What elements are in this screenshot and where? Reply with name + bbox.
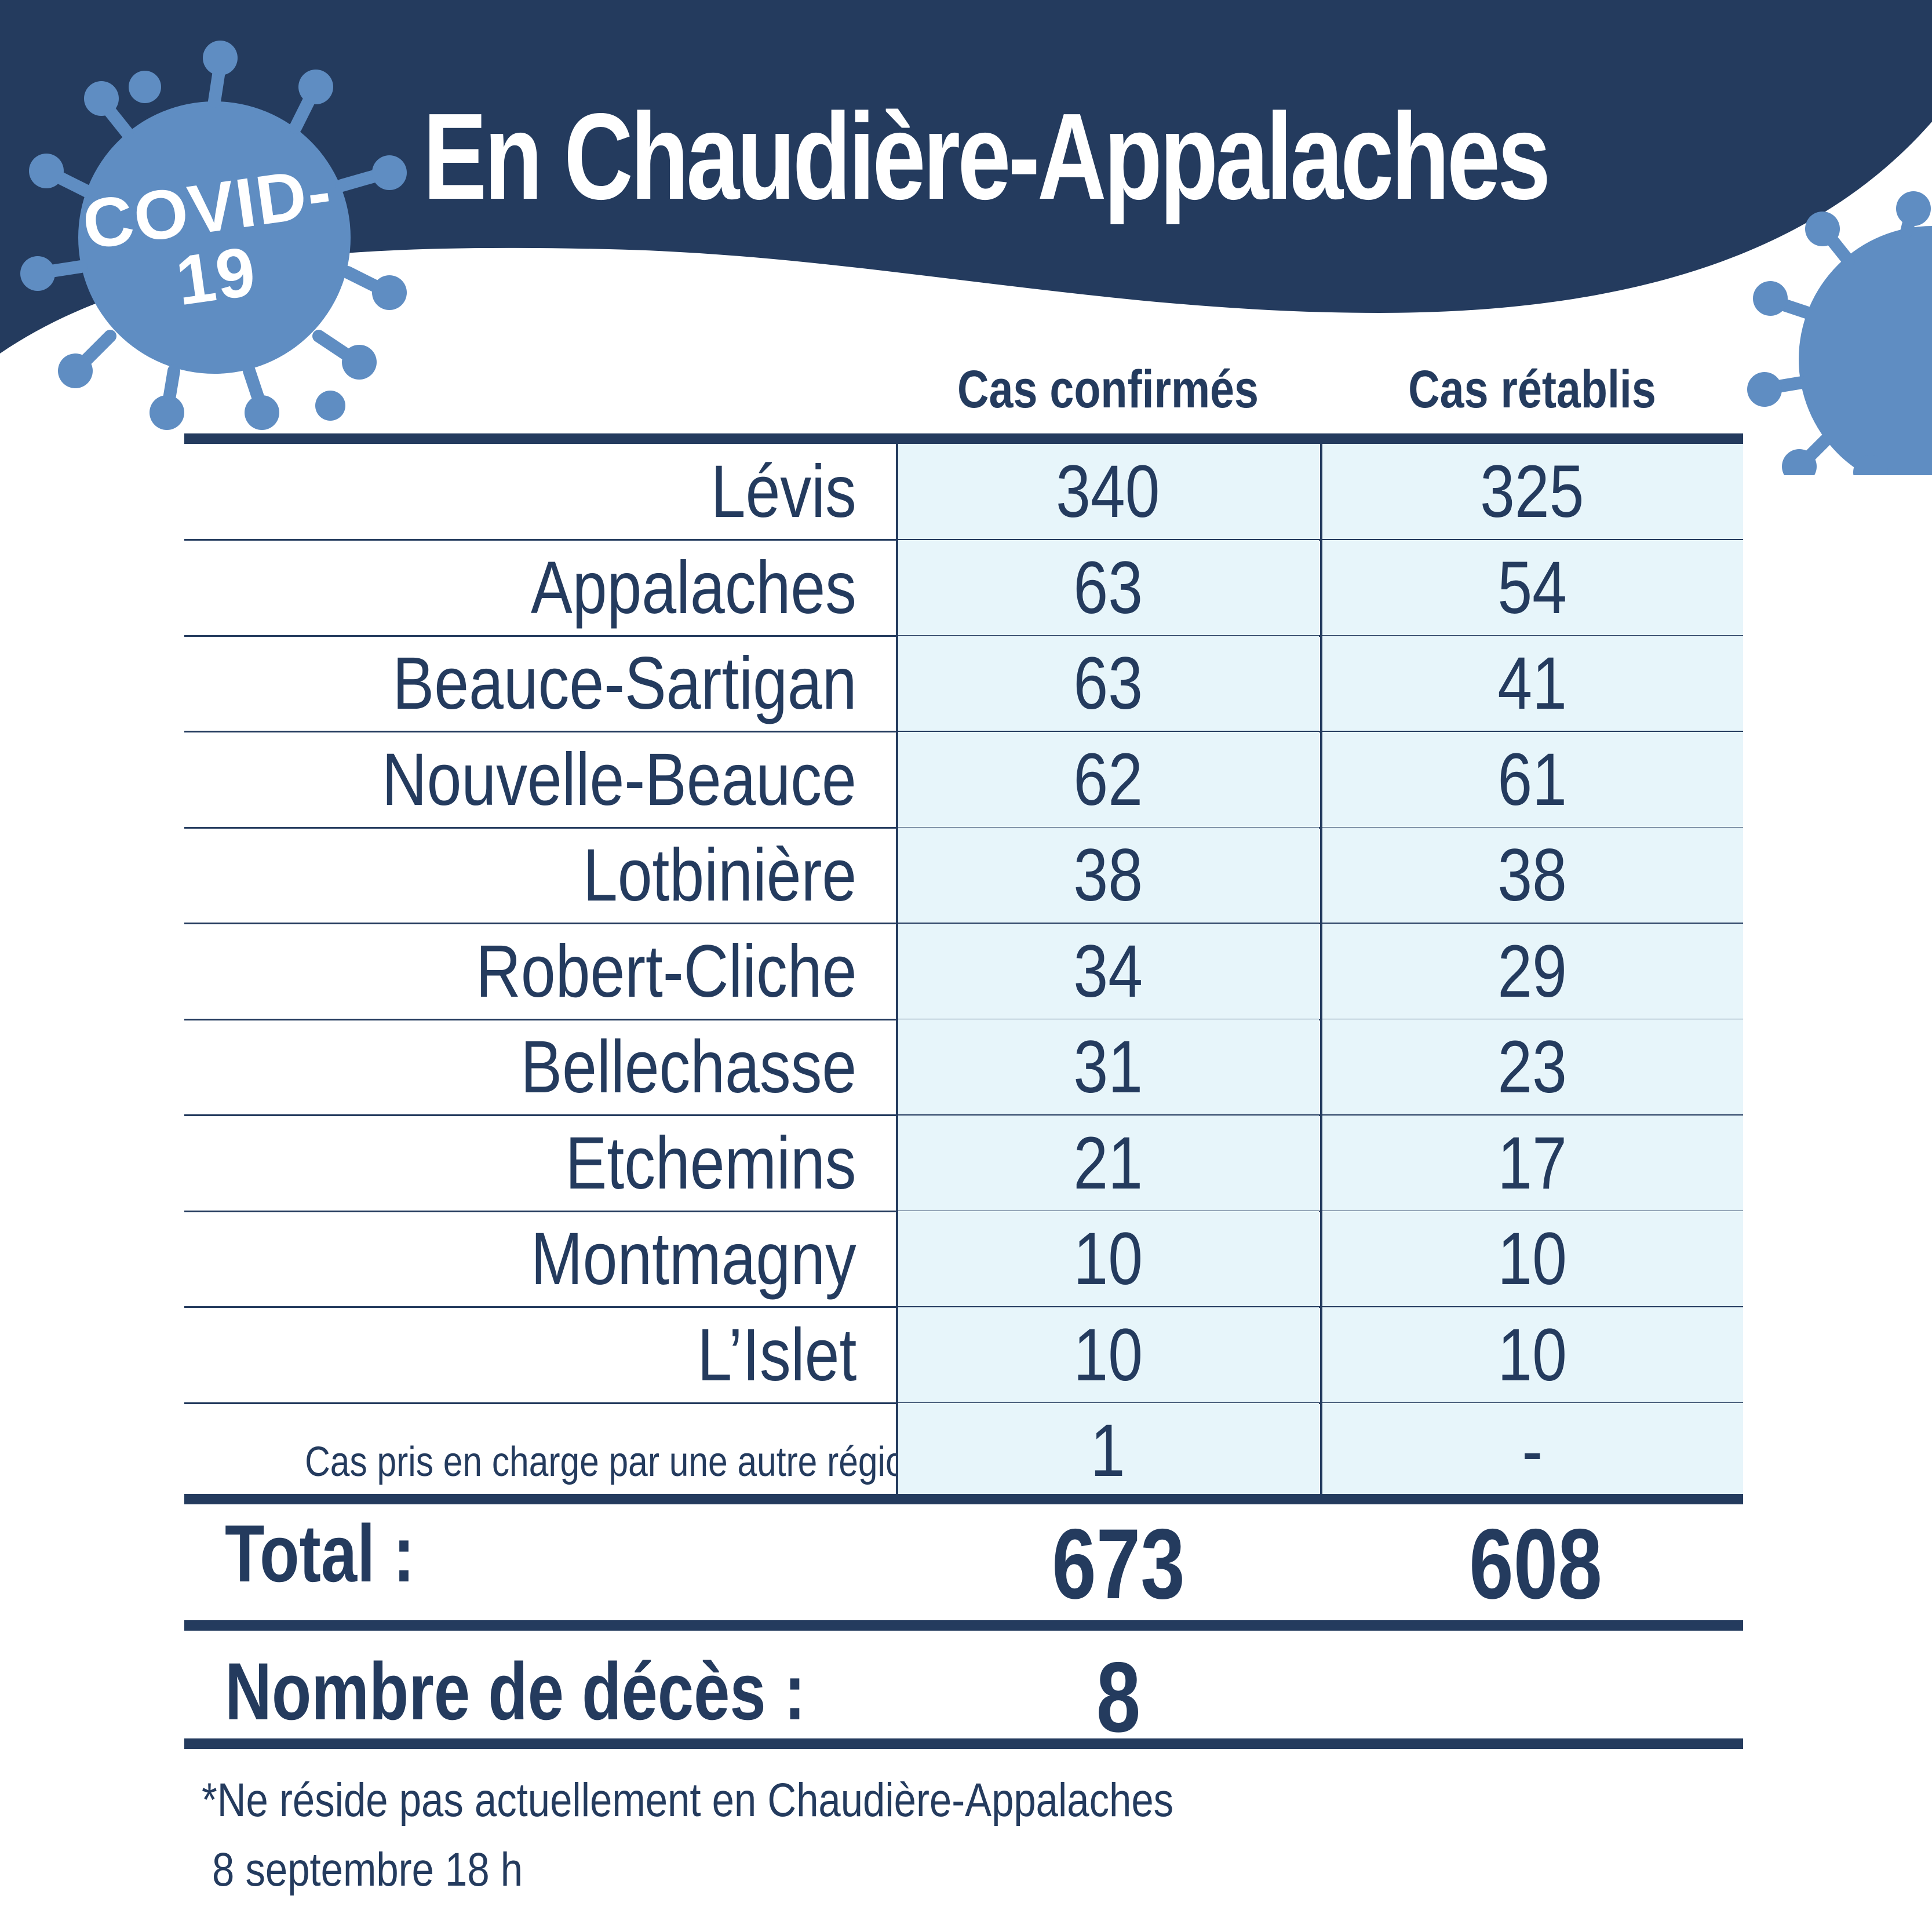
recovered-value: 23: [1497, 1026, 1567, 1109]
column-divider-left: [896, 444, 898, 1499]
table-row: Nouvelle-Beauce 62 61: [184, 731, 1743, 828]
update-date: 8 septembre 18 h: [212, 1843, 523, 1896]
confirmed-cell: 1: [897, 1403, 1319, 1499]
recovered-value: 29: [1497, 929, 1567, 1013]
recovered-cell: -: [1321, 1403, 1743, 1499]
confirmed-cell: 63: [897, 636, 1319, 732]
region-name-text: Etchemins: [566, 1121, 856, 1205]
virus-icon-left: [20, 41, 407, 430]
region-name: Robert-Cliche: [184, 924, 856, 1020]
confirmed-value: 34: [1073, 929, 1143, 1013]
region-name-text: Nouvelle-Beauce: [382, 738, 856, 821]
region-name: Cas pris en charge par une autre région*: [184, 1403, 938, 1499]
region-name-text: Appalaches: [531, 546, 856, 629]
footnote: *Ne réside pas actuellement en Chaudière…: [202, 1774, 1174, 1827]
table-row: Cas pris en charge par une autre région*…: [184, 1403, 1743, 1499]
confirmed-value: 10: [1073, 1217, 1143, 1300]
recovered-cell: 41: [1321, 636, 1743, 732]
recovered-value: 325: [1480, 450, 1584, 533]
recovered-cell: 54: [1321, 539, 1743, 636]
confirmed-value: 1: [1091, 1409, 1125, 1492]
region-name: Bellechasse: [184, 1019, 856, 1116]
confirmed-cell: 62: [897, 731, 1319, 828]
region-name-text: Cas pris en charge par une autre région*: [305, 1439, 938, 1485]
confirmed-cell: 34: [897, 923, 1319, 1020]
confirmed-value: 63: [1073, 642, 1143, 725]
table-row: Robert-Cliche 34 29: [184, 923, 1743, 1020]
recovered-value: 17: [1497, 1121, 1567, 1205]
recovered-cell: 38: [1321, 828, 1743, 924]
table-row: Etchemins 21 17: [184, 1115, 1743, 1212]
confirmed-value: 340: [1056, 450, 1160, 533]
confirmed-value: 63: [1073, 546, 1143, 629]
region-name-text: Lévis: [710, 450, 856, 533]
confirmed-cell: 38: [897, 828, 1319, 924]
total-recovered: 608: [1469, 1508, 1602, 1620]
recovered-cell: 17: [1321, 1115, 1743, 1212]
confirmed-value: 62: [1073, 738, 1143, 821]
column-header-recovered: Cas rétablis: [1408, 360, 1656, 419]
recovered-cell: 29: [1321, 923, 1743, 1020]
confirmed-value: 38: [1073, 834, 1143, 917]
region-name-text: Bellechasse: [520, 1026, 856, 1109]
confirmed-cell: 340: [897, 444, 1319, 540]
recovered-value: 38: [1497, 834, 1567, 917]
total-confirmed: 673: [1052, 1508, 1185, 1620]
recovered-value: 10: [1497, 1313, 1567, 1397]
recovered-value: 41: [1497, 642, 1567, 725]
recovered-cell: 23: [1321, 1019, 1743, 1116]
recovered-value: 54: [1497, 546, 1567, 629]
confirmed-cell: 31: [897, 1019, 1319, 1116]
column-header-confirmed: Cas confirmés: [957, 360, 1259, 419]
confirmed-value: 21: [1073, 1121, 1143, 1205]
region-name: L’Islet: [184, 1307, 856, 1404]
region-name: Nouvelle-Beauce: [184, 732, 856, 828]
region-name: Appalaches: [184, 540, 856, 636]
recovered-value: -: [1522, 1409, 1543, 1492]
recovered-value: 10: [1497, 1217, 1567, 1300]
confirmed-cell: 63: [897, 539, 1319, 636]
table-row: Appalaches 63 54: [184, 539, 1743, 636]
table-top-rule: [184, 433, 1743, 444]
recovered-cell: 325: [1321, 444, 1743, 540]
confirmed-cell: 21: [897, 1115, 1319, 1212]
totals-rule: [184, 1620, 1743, 1631]
total-label: Total :: [225, 1508, 415, 1599]
table-row: Montmagny 10 10: [184, 1211, 1743, 1307]
region-name-text: Beauce-Sartigan: [392, 642, 856, 725]
region-name: Beauce-Sartigan: [184, 636, 856, 732]
table-row: Lévis 340 325: [184, 444, 1743, 540]
confirmed-cell: 10: [897, 1211, 1319, 1307]
table-row: Beauce-Sartigan 63 41: [184, 636, 1743, 732]
recovered-value: 61: [1497, 738, 1567, 821]
confirmed-value: 10: [1073, 1313, 1143, 1397]
confirmed-value: 31: [1073, 1026, 1143, 1109]
region-name-text: Lotbinière: [582, 834, 856, 917]
table-row: L’Islet 10 10: [184, 1307, 1743, 1404]
header-background: [0, 0, 1932, 475]
deaths-rule: [184, 1738, 1743, 1749]
recovered-cell: 10: [1321, 1211, 1743, 1307]
confirmed-cell: 10: [897, 1307, 1319, 1404]
table-bottom-rule: [184, 1494, 1743, 1504]
recovered-cell: 10: [1321, 1307, 1743, 1404]
page-title: En Chaudière-Appalaches: [423, 88, 1551, 225]
deaths-label: Nombre de décès :: [225, 1646, 806, 1737]
table-row: Bellechasse 31 23: [184, 1019, 1743, 1116]
region-name: Lotbinière: [184, 828, 856, 924]
region-name: Lévis: [184, 444, 856, 540]
region-name-text: Montmagny: [531, 1217, 856, 1300]
region-name: Montmagny: [184, 1211, 856, 1307]
deaths-value: 8: [1096, 1642, 1141, 1753]
recovered-cell: 61: [1321, 731, 1743, 828]
header-wave: [0, 0, 1932, 353]
column-divider-right: [1320, 444, 1322, 1499]
table-row: Lotbinière 38 38: [184, 828, 1743, 924]
region-name: Etchemins: [184, 1116, 856, 1212]
region-name-text: L’Islet: [697, 1313, 856, 1397]
virus-icon-right: [1747, 191, 1932, 475]
region-name-text: Robert-Cliche: [475, 929, 856, 1013]
